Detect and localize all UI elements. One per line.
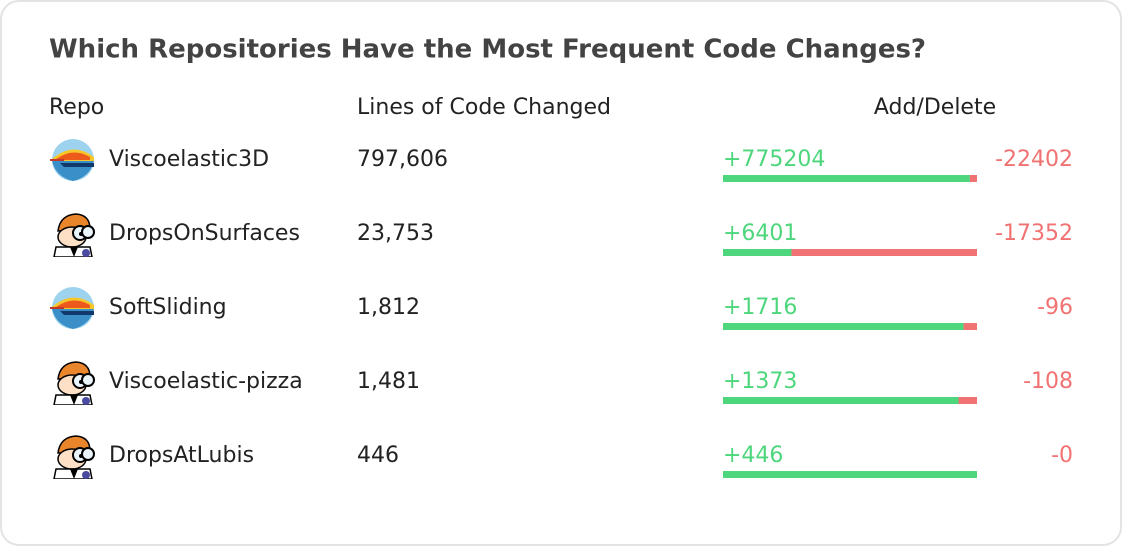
column-header: Repo [49,95,104,120]
deletion-bar [963,323,977,330]
repo-name: DropsOnSurfaces [109,221,300,246]
lines-changed: 23,753 [357,221,434,246]
deletions: -96 [1037,295,1073,320]
repo-name: Viscoelastic3D [109,147,269,172]
additions: +1373 [723,369,797,394]
lines-changed: 797,606 [357,147,448,172]
additions: +1716 [723,295,797,320]
addition-bar [723,175,970,182]
deletions: -22402 [995,147,1073,172]
lines-changed: 446 [357,443,399,468]
deletion-bar [791,249,977,256]
repo-name: DropsAtLubis [109,443,254,468]
deletion-bar [969,175,977,182]
additions: +6401 [723,221,797,246]
deletions: -0 [1051,443,1073,468]
additions: +775204 [723,147,825,172]
column-header: Add/Delete [874,95,996,120]
repo-name: Viscoelastic-pizza [109,369,303,394]
lines-changed: 1,481 [357,369,420,394]
deletions: -17352 [995,221,1073,246]
addition-bar [723,471,977,478]
lines-changed: 1,812 [357,295,420,320]
addition-bar [723,249,792,256]
deletion-bar [958,397,977,404]
column-header: Lines of Code Changed [357,95,611,120]
deletions: -108 [1023,369,1073,394]
repo-name: SoftSliding [109,295,227,320]
addition-bar [723,397,959,404]
additions: +446 [723,443,783,468]
addition-bar [723,323,964,330]
title: Which Repositories Have the Most Frequen… [49,35,926,65]
